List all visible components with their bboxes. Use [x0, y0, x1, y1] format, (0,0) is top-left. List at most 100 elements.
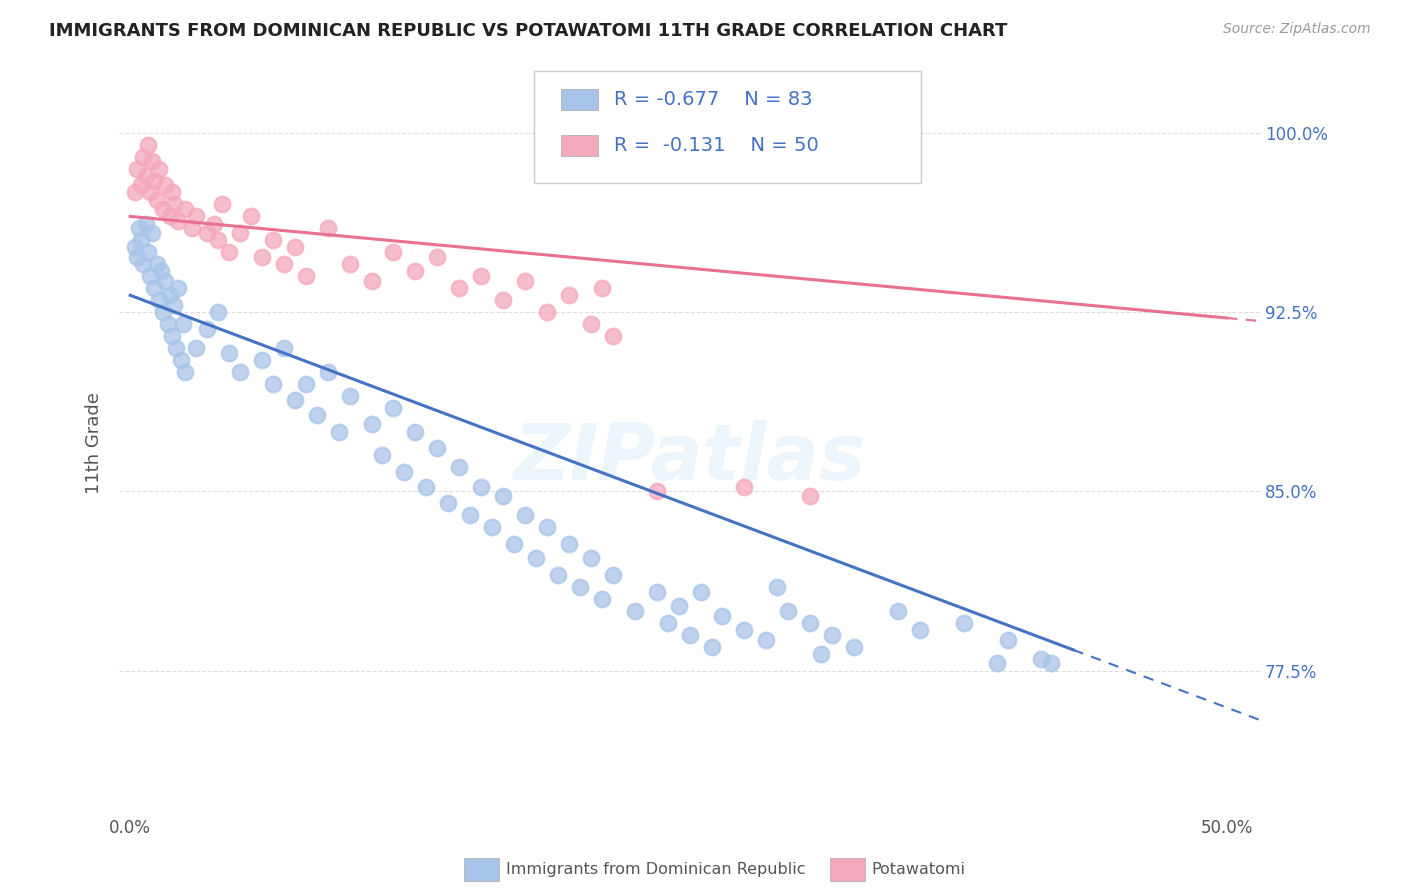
Point: [492, 293, 515, 307]
Point: [167, 214, 190, 228]
Point: [184, 341, 207, 355]
Point: [159, 210, 181, 224]
Point: [125, 161, 148, 176]
Point: [778, 604, 800, 618]
Point: [360, 417, 382, 432]
Point: [568, 580, 591, 594]
Point: [294, 269, 316, 284]
Point: [579, 317, 602, 331]
Point: [449, 281, 471, 295]
Point: [129, 178, 152, 193]
Point: [229, 365, 252, 379]
Point: [305, 408, 328, 422]
Point: [143, 281, 166, 295]
Point: [163, 197, 186, 211]
Point: [645, 484, 668, 499]
Point: [339, 389, 361, 403]
Point: [202, 217, 225, 231]
Point: [145, 193, 167, 207]
Point: [170, 352, 193, 367]
Point: [139, 269, 162, 284]
Point: [128, 221, 150, 235]
Point: [148, 161, 170, 176]
Point: [503, 537, 526, 551]
Point: [766, 580, 789, 594]
Point: [657, 615, 679, 630]
Point: [239, 210, 262, 224]
Point: [124, 240, 146, 254]
Point: [404, 425, 426, 439]
Point: [591, 591, 613, 606]
Text: IMMIGRANTS FROM DOMINICAN REPUBLIC VS POTAWATOMI 11TH GRADE CORRELATION CHART: IMMIGRANTS FROM DOMINICAN REPUBLIC VS PO…: [49, 22, 1008, 40]
Point: [842, 640, 865, 654]
Point: [339, 257, 361, 271]
Point: [211, 197, 233, 211]
Point: [1040, 657, 1063, 671]
Point: [986, 657, 1008, 671]
Point: [174, 365, 197, 379]
Point: [513, 274, 536, 288]
Point: [799, 615, 821, 630]
Point: [908, 623, 931, 637]
Point: [678, 628, 700, 642]
Point: [360, 274, 382, 288]
Point: [262, 376, 284, 391]
Point: [799, 489, 821, 503]
Point: [155, 178, 177, 193]
Point: [180, 221, 202, 235]
Point: [602, 329, 624, 343]
Point: [143, 173, 166, 187]
Point: [141, 226, 163, 240]
Point: [160, 329, 183, 343]
Point: [536, 520, 558, 534]
Text: R = -0.677    N = 83: R = -0.677 N = 83: [614, 90, 813, 109]
Point: [481, 520, 503, 534]
Point: [148, 293, 170, 307]
Point: [156, 317, 179, 331]
Point: [262, 233, 284, 247]
Point: [145, 257, 167, 271]
Point: [132, 150, 155, 164]
Point: [952, 615, 974, 630]
Point: [755, 632, 778, 647]
Point: [172, 317, 194, 331]
Point: [689, 584, 711, 599]
Point: [135, 217, 157, 231]
Point: [207, 305, 229, 319]
Point: [821, 628, 844, 642]
Point: [700, 640, 723, 654]
Point: [733, 479, 755, 493]
Point: [382, 245, 405, 260]
Point: [645, 584, 668, 599]
Point: [316, 221, 339, 235]
Point: [579, 551, 602, 566]
Point: [250, 352, 273, 367]
Point: [135, 169, 157, 183]
Point: [426, 250, 449, 264]
Point: [492, 489, 515, 503]
Point: [273, 257, 295, 271]
Point: [591, 281, 613, 295]
Point: [124, 186, 146, 200]
Point: [426, 442, 449, 456]
Point: [218, 245, 240, 260]
Point: [668, 599, 690, 613]
Point: [167, 281, 190, 295]
Point: [129, 233, 152, 247]
Point: [382, 401, 405, 415]
Point: [195, 226, 218, 240]
Point: [141, 154, 163, 169]
Point: [229, 226, 252, 240]
Point: [195, 322, 218, 336]
Point: [273, 341, 295, 355]
Point: [602, 568, 624, 582]
Point: [184, 210, 207, 224]
Point: [316, 365, 339, 379]
Point: [152, 305, 174, 319]
Point: [887, 604, 910, 618]
Point: [810, 647, 832, 661]
Point: [163, 298, 186, 312]
Point: [558, 288, 581, 302]
Point: [449, 460, 471, 475]
Point: [558, 537, 581, 551]
